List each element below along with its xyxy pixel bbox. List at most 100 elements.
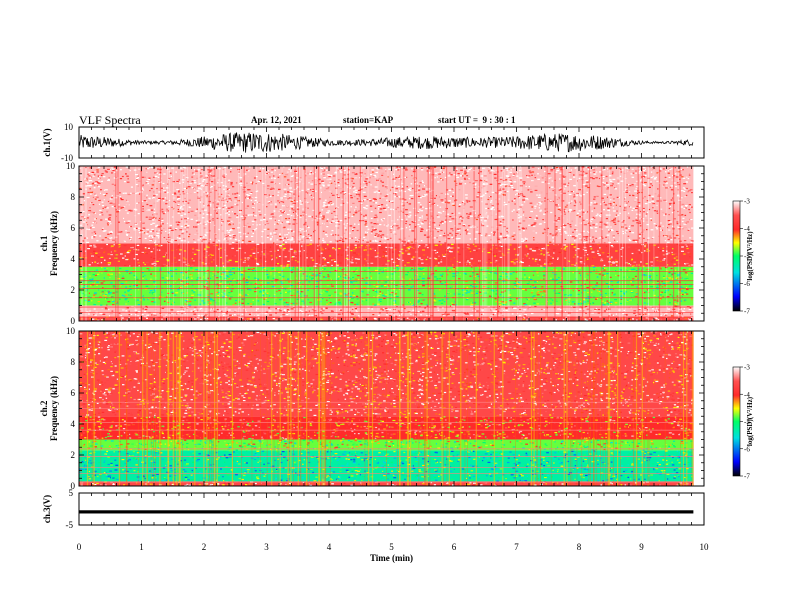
spectrogram-pixel <box>127 290 130 292</box>
spectrogram-pixel <box>98 289 100 291</box>
spectrogram-pixel <box>457 237 461 240</box>
spectrogram-pixel <box>470 258 474 260</box>
spectrogram-pixel <box>234 309 237 311</box>
spectrogram-pixel <box>323 291 325 293</box>
spectrogram-pixel <box>263 248 265 250</box>
spectrogram-pixel <box>235 261 238 263</box>
spectrogram-pixel <box>219 272 222 274</box>
spectrogram-pixel <box>535 247 539 249</box>
spectrogram-pixel <box>624 224 627 226</box>
spectrogram-pixel <box>136 287 139 289</box>
spectrogram-pixel <box>270 201 272 203</box>
spectrogram-pixel <box>98 265 101 267</box>
spectrogram-pixel <box>227 194 230 196</box>
spectrogram-pixel <box>597 265 599 267</box>
spectrogram-pixel <box>656 285 658 287</box>
spectrogram-pixel <box>383 252 387 254</box>
spectrogram-pixel <box>610 256 613 258</box>
spectrogram-pixel <box>429 235 431 237</box>
spectrogram-pixel <box>228 271 232 273</box>
spectrogram-pixel <box>104 295 107 297</box>
spectrogram-pixel <box>490 309 492 311</box>
spectrogram-pixel <box>215 285 217 287</box>
spectrogram-pixel <box>505 309 508 312</box>
spectrogram-pixel <box>190 267 193 269</box>
spectrogram-pixel <box>110 233 113 235</box>
spectrogram-pixel <box>516 261 518 263</box>
spectrogram-pixel <box>539 253 542 256</box>
spectrogram-pixel <box>382 294 385 297</box>
spectrogram-pixel <box>108 315 110 317</box>
spectrogram-pixel <box>100 293 102 295</box>
spectrogram-pixel <box>152 180 156 182</box>
spectrogram-pixel <box>631 176 635 178</box>
spectrogram-pixel <box>662 247 665 249</box>
spectrogram-pixel <box>605 268 608 270</box>
spectrogram-pixel <box>533 318 536 320</box>
spectrogram-pixel <box>255 309 257 311</box>
spectrogram-pixel <box>474 302 476 304</box>
spectrogram-pixel <box>275 195 278 197</box>
spectrogram-pixel <box>348 244 351 246</box>
figure-title: VLF Spectra <box>79 113 141 127</box>
spectrogram-pixel <box>644 313 647 315</box>
spectrogram-pixel <box>303 250 305 252</box>
spectrogram-pixel <box>246 205 250 207</box>
spectrogram-pixel <box>418 193 420 195</box>
spectrogram-pixel <box>129 272 133 274</box>
spectrogram-pixel <box>95 252 98 254</box>
spectrogram-pixel <box>677 184 681 186</box>
spectrogram-pixel <box>609 313 611 315</box>
spectrogram-pixel <box>345 224 348 227</box>
spectrogram-pixel <box>384 284 387 286</box>
spectrogram-pixel <box>293 258 295 260</box>
spectrogram-pixel <box>93 253 96 255</box>
spectrogram-pixel <box>137 259 139 261</box>
spectrogram-pixel <box>633 295 635 297</box>
spectrogram-pixel <box>688 319 692 321</box>
spectrogram-pixel <box>122 275 124 277</box>
spectrogram-pixel <box>330 233 333 235</box>
spectrogram-pixel <box>256 262 259 265</box>
spectrogram-pixel <box>543 274 546 276</box>
spectrogram-pixel <box>97 166 101 169</box>
spectrogram-pixel <box>137 311 141 313</box>
spectrogram-pixel <box>440 178 442 180</box>
spectrogram-pixel <box>615 313 617 315</box>
spectrogram-pixel <box>528 282 530 285</box>
spectrogram-pixel <box>183 261 186 263</box>
spectrogram-pixel <box>672 248 674 250</box>
spectrogram-pixel <box>670 261 673 263</box>
spectrogram-pixel <box>523 309 527 311</box>
spectrogram-pixel <box>562 217 565 219</box>
spectrogram-pixel <box>400 285 403 288</box>
spectrogram-pixel <box>630 281 633 283</box>
spectrogram-pixel <box>435 265 438 267</box>
spectrogram-pixel <box>675 269 677 271</box>
spectrogram-pixel <box>521 227 525 229</box>
spectrogram-pixel <box>407 248 410 250</box>
spectrogram-pixel <box>660 319 662 321</box>
spectrogram-pixel <box>201 262 204 264</box>
spectrogram-pixel <box>168 239 172 241</box>
spectrogram-pixel <box>203 317 206 319</box>
spectrogram-pixel <box>246 243 248 245</box>
spectrogram-pixel <box>277 254 279 256</box>
spectrogram-pixel <box>94 261 96 263</box>
spectrogram-pixel <box>482 291 485 293</box>
spectrogram-pixel <box>397 276 401 278</box>
spectrogram-pixel <box>138 229 140 231</box>
spectrogram-pixel <box>649 245 653 247</box>
spectrogram-pixel <box>110 259 113 262</box>
spectrogram-pixel <box>176 189 180 191</box>
spectrogram-pixel <box>644 245 646 247</box>
spectrogram-pixel <box>407 311 411 313</box>
spectrogram-pixel <box>155 213 158 215</box>
spectrogram-pixel <box>680 300 683 302</box>
spectrogram-pixel <box>539 291 543 293</box>
spectrogram-pixel <box>204 263 207 265</box>
spectrogram-pixel <box>274 319 276 321</box>
spectrogram-pixel <box>521 261 524 264</box>
spectrogram-pixel <box>613 187 616 189</box>
spectrogram-pixel <box>620 290 623 292</box>
